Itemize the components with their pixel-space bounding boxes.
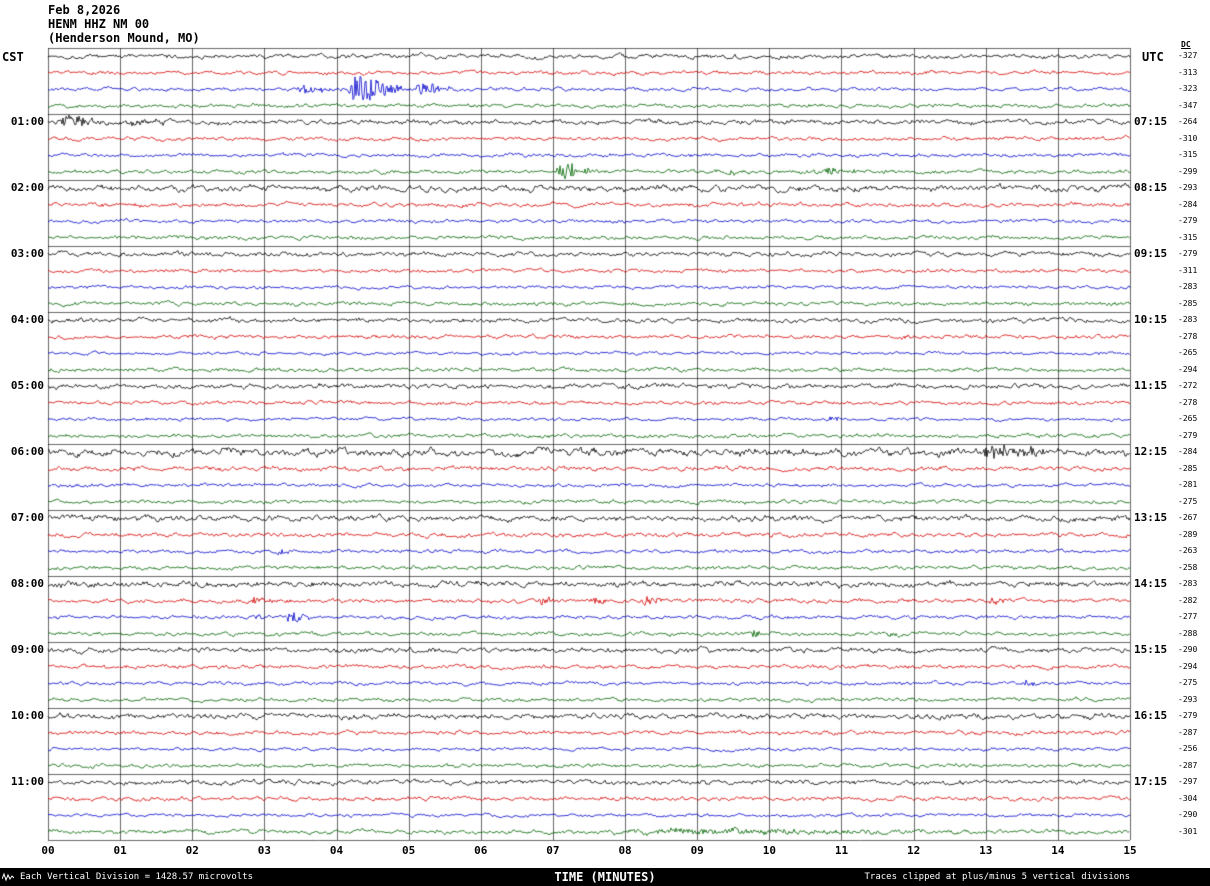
dc-value: -287 — [1178, 727, 1198, 737]
utc-time-label: 13:15 — [1134, 511, 1168, 525]
dc-value: -265 — [1178, 348, 1198, 358]
cst-time-label: 04:00 — [10, 313, 44, 327]
cst-time-label: 03:00 — [10, 247, 44, 261]
x-axis-title: TIME (MINUTES) — [554, 870, 656, 884]
dc-value: -281 — [1178, 480, 1198, 490]
x-tick-label: 15 — [1123, 844, 1137, 857]
dc-value: -279 — [1178, 711, 1198, 721]
cst-time-label: 05:00 — [10, 379, 44, 393]
dc-value: -258 — [1178, 562, 1198, 572]
scale-note: Each Vertical Division = 1428.57 microvo… — [20, 872, 253, 882]
utc-time-label: 14:15 — [1134, 577, 1168, 591]
utc-time-label: 07:15 — [1134, 115, 1168, 129]
cst-time-label: 08:00 — [10, 577, 44, 591]
x-tick-label: 01 — [113, 844, 127, 857]
dc-value: -290 — [1178, 645, 1198, 655]
dc-value: -287 — [1178, 760, 1198, 770]
dc-value: -315 — [1178, 150, 1198, 160]
dc-value: -347 — [1178, 100, 1198, 110]
dc-value: -294 — [1178, 364, 1198, 374]
dc-value: -278 — [1178, 331, 1198, 341]
utc-time-label: 10:15 — [1134, 313, 1168, 327]
dc-value: -282 — [1178, 595, 1198, 605]
dc-value: -297 — [1178, 777, 1198, 787]
dc-value: -275 — [1178, 496, 1198, 506]
footer-bar: Each Vertical Division = 1428.57 microvo… — [0, 868, 1210, 886]
utc-time-label: 09:15 — [1134, 247, 1168, 261]
x-tick-label: 08 — [618, 844, 632, 857]
clip-note: Traces clipped at plus/minus 5 vertical … — [864, 872, 1130, 882]
utc-time-label: 11:15 — [1134, 379, 1168, 393]
x-tick-label: 06 — [474, 844, 488, 857]
dc-value: -315 — [1178, 232, 1198, 242]
x-tick-label: 04 — [329, 844, 344, 857]
cst-time-label: 02:00 — [10, 181, 44, 195]
x-tick-label: 12 — [906, 844, 921, 857]
waveform-icon — [2, 872, 14, 882]
utc-time-label: 12:15 — [1134, 445, 1168, 459]
x-tick-label: 07 — [546, 844, 560, 857]
dc-value: -283 — [1178, 282, 1198, 292]
dc-value: -265 — [1178, 414, 1198, 424]
dc-value: -288 — [1178, 628, 1198, 638]
x-tick-label: 02 — [185, 844, 199, 857]
cst-time-label: 06:00 — [10, 445, 44, 459]
dc-value: -301 — [1178, 826, 1198, 836]
dc-value: -327 — [1178, 51, 1198, 61]
dc-value: -323 — [1178, 84, 1198, 94]
dc-value: -285 — [1178, 298, 1198, 308]
dc-value: -264 — [1178, 117, 1198, 127]
x-tick-label: 05 — [402, 844, 416, 857]
cst-time-label: 11:00 — [10, 775, 44, 789]
dc-value: -284 — [1178, 447, 1198, 457]
dc-value: -278 — [1178, 397, 1198, 407]
cst-time-label: 09:00 — [10, 643, 44, 657]
dc-value: -304 — [1178, 793, 1198, 803]
x-tick-label: 11 — [834, 844, 849, 857]
dc-value: -310 — [1178, 133, 1198, 143]
dc-value: -256 — [1178, 744, 1198, 754]
dc-value: -279 — [1178, 249, 1198, 259]
dc-value: -283 — [1178, 579, 1198, 589]
utc-time-label: 08:15 — [1134, 181, 1168, 195]
x-tick-label: 10 — [762, 844, 776, 857]
x-tick-label: 03 — [257, 844, 272, 857]
dc-value: -272 — [1178, 381, 1198, 391]
dc-value: -279 — [1178, 430, 1198, 440]
cst-time-label: 01:00 — [10, 115, 44, 129]
dc-value: -267 — [1178, 513, 1198, 523]
x-tick-label: 00 — [41, 844, 55, 857]
cst-time-label: 07:00 — [10, 511, 44, 525]
dc-value: -313 — [1178, 67, 1198, 77]
utc-time-label: 16:15 — [1134, 709, 1168, 723]
utc-time-label: 17:15 — [1134, 775, 1168, 789]
dc-value: -311 — [1178, 265, 1198, 275]
dc-value: -284 — [1178, 199, 1198, 209]
dc-value: -293 — [1178, 183, 1198, 193]
cst-time-label: 10:00 — [10, 709, 44, 723]
x-tick-label: 13 — [979, 844, 993, 857]
dc-value: -290 — [1178, 810, 1198, 820]
dc-value: -299 — [1178, 166, 1198, 176]
x-tick-label: 09 — [690, 844, 704, 857]
dc-value: -285 — [1178, 463, 1198, 473]
dc-value: -293 — [1178, 694, 1198, 704]
dc-value: -294 — [1178, 661, 1198, 671]
x-tick-label: 14 — [1051, 844, 1065, 857]
dc-value: -289 — [1178, 529, 1198, 539]
dc-value: -279 — [1178, 216, 1198, 226]
dc-value: -283 — [1178, 315, 1198, 325]
dc-value: -277 — [1178, 612, 1198, 622]
utc-time-label: 15:15 — [1134, 643, 1168, 657]
dc-value: -275 — [1178, 678, 1198, 688]
dc-value: -263 — [1178, 546, 1198, 556]
